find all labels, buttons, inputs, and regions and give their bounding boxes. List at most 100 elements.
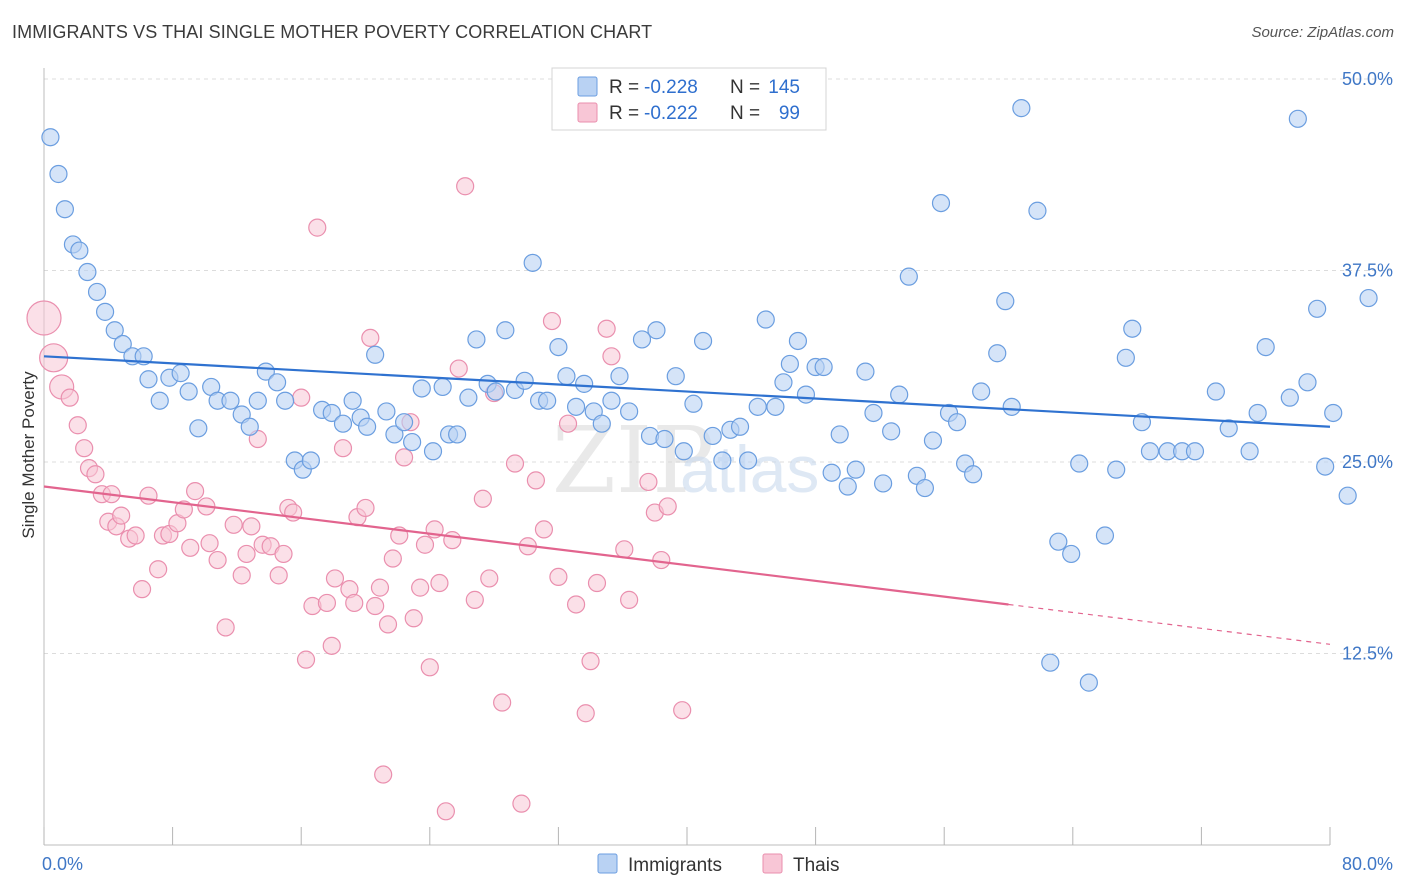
immigrants-point <box>486 382 505 401</box>
thais-point <box>208 550 227 570</box>
immigrants-point <box>113 334 132 354</box>
thais-point <box>242 517 261 536</box>
immigrants-point <box>523 253 542 272</box>
immigrants-point <box>830 425 849 444</box>
bottom-legend-label-thais: Thais <box>793 855 839 876</box>
y-tick-label: 37.5% <box>1342 261 1393 281</box>
immigrants-point <box>1002 397 1021 416</box>
immigrants-point <box>915 478 935 498</box>
immigrants-point <box>864 403 883 423</box>
thais-point <box>456 177 475 196</box>
thais-point <box>308 218 327 237</box>
y-tick-labels: 12.5% 25.0% 37.5% 50.0% <box>1342 69 1393 664</box>
thais-point <box>322 636 341 655</box>
immigrants-point <box>923 431 943 450</box>
immigrants-point <box>988 344 1007 363</box>
immigrants-point <box>557 367 576 386</box>
thais-point <box>430 573 449 593</box>
thais-point <box>317 593 337 613</box>
immigrants-point <box>874 474 893 493</box>
immigrants-point <box>882 422 901 441</box>
immigrants-point <box>1049 532 1068 551</box>
axes <box>43 68 1331 846</box>
immigrants-point <box>189 419 208 438</box>
thais-point <box>68 416 87 435</box>
immigrants-point <box>1185 442 1205 461</box>
immigrants-point <box>366 345 385 364</box>
thais-point <box>505 454 525 473</box>
y-tick-label: 50.0% <box>1342 69 1393 89</box>
immigrants-point <box>972 382 991 401</box>
thais-point <box>542 311 562 331</box>
immigrants-point <box>301 451 320 470</box>
thais-point <box>673 701 692 720</box>
immigrants-point <box>385 425 404 444</box>
thais-point <box>200 534 219 553</box>
immigrants-point <box>796 385 816 404</box>
y-axis-title: Single Mother Poverty <box>19 371 38 539</box>
thais-point <box>378 615 398 634</box>
immigrants-point <box>899 267 918 286</box>
immigrants-point <box>780 354 799 374</box>
thais-point <box>333 439 353 458</box>
thais-point <box>370 578 390 597</box>
immigrants-point <box>322 403 341 423</box>
y-tick-label: 12.5% <box>1342 644 1393 664</box>
immigrants-point <box>1240 442 1259 461</box>
immigrants-point <box>333 414 353 433</box>
immigrants-point <box>846 460 865 479</box>
immigrants-point <box>49 164 68 184</box>
immigrants-point <box>448 425 467 444</box>
thais-point <box>186 482 205 501</box>
immigrants-point <box>55 200 74 219</box>
immigrants-point <box>703 426 722 446</box>
thais-point <box>615 540 634 559</box>
immigrants-point <box>1324 403 1343 423</box>
immigrants-point <box>1062 544 1081 564</box>
thais-point <box>581 652 600 671</box>
thais-point <box>86 465 105 484</box>
thais-point <box>361 328 380 348</box>
legend-swatch-immigrants <box>577 76 598 97</box>
immigrants-point <box>856 362 875 381</box>
thais-point <box>652 550 671 570</box>
immigrants-point <box>774 373 793 392</box>
immigrants-point <box>1338 486 1357 505</box>
immigrants-point <box>1298 373 1317 392</box>
legend-n-value-1: 145 <box>768 77 800 98</box>
thais-point <box>465 590 484 609</box>
legend-swatch-thais <box>577 102 598 123</box>
thais-point <box>597 319 616 338</box>
thais-point <box>658 497 677 516</box>
thais-point <box>480 569 499 588</box>
legend-r-label-1: R = <box>609 77 639 98</box>
immigrants-point <box>433 377 452 397</box>
immigrants-point <box>822 463 841 482</box>
immigrants-point <box>412 379 431 398</box>
thais-point <box>60 388 79 407</box>
immigrants-point <box>70 241 89 260</box>
immigrants-point <box>78 262 97 282</box>
immigrants-point <box>221 391 240 410</box>
immigrants-point <box>1248 403 1267 423</box>
immigrants-point <box>343 391 362 410</box>
immigrants-point <box>1256 338 1275 357</box>
thais-point <box>566 595 586 614</box>
series-legend: Immigrants Thais <box>597 853 839 876</box>
immigrants-point <box>713 451 732 470</box>
thais-point <box>75 439 94 458</box>
immigrants-point <box>632 330 652 349</box>
immigrants-point <box>139 370 158 389</box>
immigrants-trend-line <box>43 355 1331 428</box>
thais-point <box>436 802 455 821</box>
immigrants-point <box>1107 460 1126 479</box>
immigrants-point <box>1219 419 1238 438</box>
bottom-legend-label-immigrants: Immigrants <box>628 855 722 876</box>
immigrants-point <box>738 451 758 470</box>
immigrants-point <box>179 382 198 401</box>
thais-point <box>132 580 152 599</box>
immigrants-point <box>1140 442 1160 461</box>
immigrants-point <box>95 302 115 321</box>
immigrants-point <box>890 385 909 404</box>
